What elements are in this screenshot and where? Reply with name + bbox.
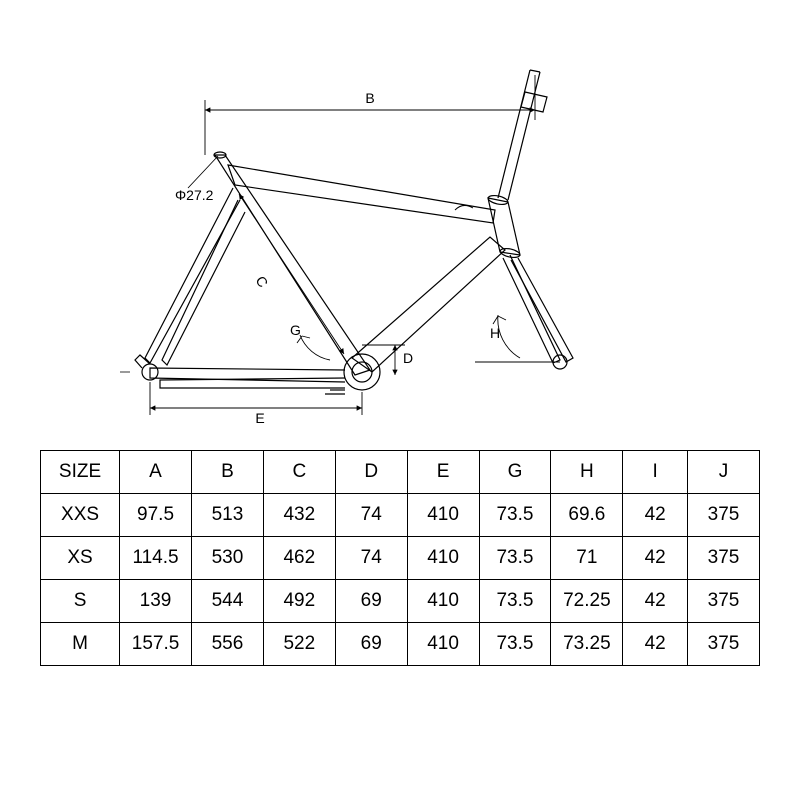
- col-header-c: C: [263, 451, 335, 494]
- dim-label-H: H: [490, 325, 500, 341]
- table-cell: 73.25: [551, 623, 623, 666]
- col-header-b: B: [191, 451, 263, 494]
- table-cell: 410: [407, 537, 479, 580]
- table-cell: 522: [263, 623, 335, 666]
- table-cell: 462: [263, 537, 335, 580]
- table-cell: 72.25: [551, 580, 623, 623]
- table-cell: 73.5: [479, 580, 551, 623]
- table-cell: 42: [623, 580, 688, 623]
- table-cell: 69.6: [551, 494, 623, 537]
- table-cell: XXS: [41, 494, 120, 537]
- table-cell: XS: [41, 537, 120, 580]
- table-row: M157.55565226941073.573.2542375: [41, 623, 760, 666]
- col-header-h: H: [551, 451, 623, 494]
- bike-frame-svg: B Φ27.2 C E D G: [0, 0, 800, 450]
- table-cell: 432: [263, 494, 335, 537]
- dim-label-C: C: [252, 273, 271, 290]
- col-header-a: A: [120, 451, 192, 494]
- table-cell: 114.5: [120, 537, 192, 580]
- col-header-g: G: [479, 451, 551, 494]
- table-cell: 69: [335, 623, 407, 666]
- table-row: S1395444926941073.572.2542375: [41, 580, 760, 623]
- dim-label-G: G: [290, 322, 301, 338]
- table-cell: 513: [191, 494, 263, 537]
- table-cell: 97.5: [120, 494, 192, 537]
- table-cell: 375: [688, 580, 760, 623]
- table-cell: 73.5: [479, 537, 551, 580]
- table-cell: 544: [191, 580, 263, 623]
- table-cell: M: [41, 623, 120, 666]
- table-cell: 73.5: [479, 623, 551, 666]
- dim-label-D: D: [403, 350, 413, 366]
- geometry-table-container: SIZEABCDEGHIJ XXS97.55134327441073.569.6…: [40, 450, 760, 666]
- dim-label-B: B: [365, 90, 374, 106]
- table-cell: 71: [551, 537, 623, 580]
- table-row: XXS97.55134327441073.569.642375: [41, 494, 760, 537]
- table-cell: 375: [688, 494, 760, 537]
- table-cell: 410: [407, 623, 479, 666]
- dim-label-E: E: [255, 410, 264, 426]
- col-header-j: J: [688, 451, 760, 494]
- table-row: XS114.55304627441073.57142375: [41, 537, 760, 580]
- table-cell: 42: [623, 623, 688, 666]
- col-header-i: I: [623, 451, 688, 494]
- table-cell: 42: [623, 537, 688, 580]
- table-cell: 69: [335, 580, 407, 623]
- geometry-table: SIZEABCDEGHIJ XXS97.55134327441073.569.6…: [40, 450, 760, 666]
- table-cell: 139: [120, 580, 192, 623]
- seatpost-diameter-label: Φ27.2: [175, 187, 214, 203]
- table-cell: S: [41, 580, 120, 623]
- table-header-row: SIZEABCDEGHIJ: [41, 451, 760, 494]
- table-cell: 74: [335, 537, 407, 580]
- table-cell: 375: [688, 623, 760, 666]
- table-cell: 492: [263, 580, 335, 623]
- table-cell: 556: [191, 623, 263, 666]
- table-cell: 74: [335, 494, 407, 537]
- table-cell: 530: [191, 537, 263, 580]
- frame-diagram: B Φ27.2 C E D G: [0, 0, 800, 450]
- table-cell: 410: [407, 580, 479, 623]
- col-header-size: SIZE: [41, 451, 120, 494]
- col-header-e: E: [407, 451, 479, 494]
- table-cell: 410: [407, 494, 479, 537]
- table-cell: 375: [688, 537, 760, 580]
- table-cell: 42: [623, 494, 688, 537]
- table-cell: 157.5: [120, 623, 192, 666]
- col-header-d: D: [335, 451, 407, 494]
- table-cell: 73.5: [479, 494, 551, 537]
